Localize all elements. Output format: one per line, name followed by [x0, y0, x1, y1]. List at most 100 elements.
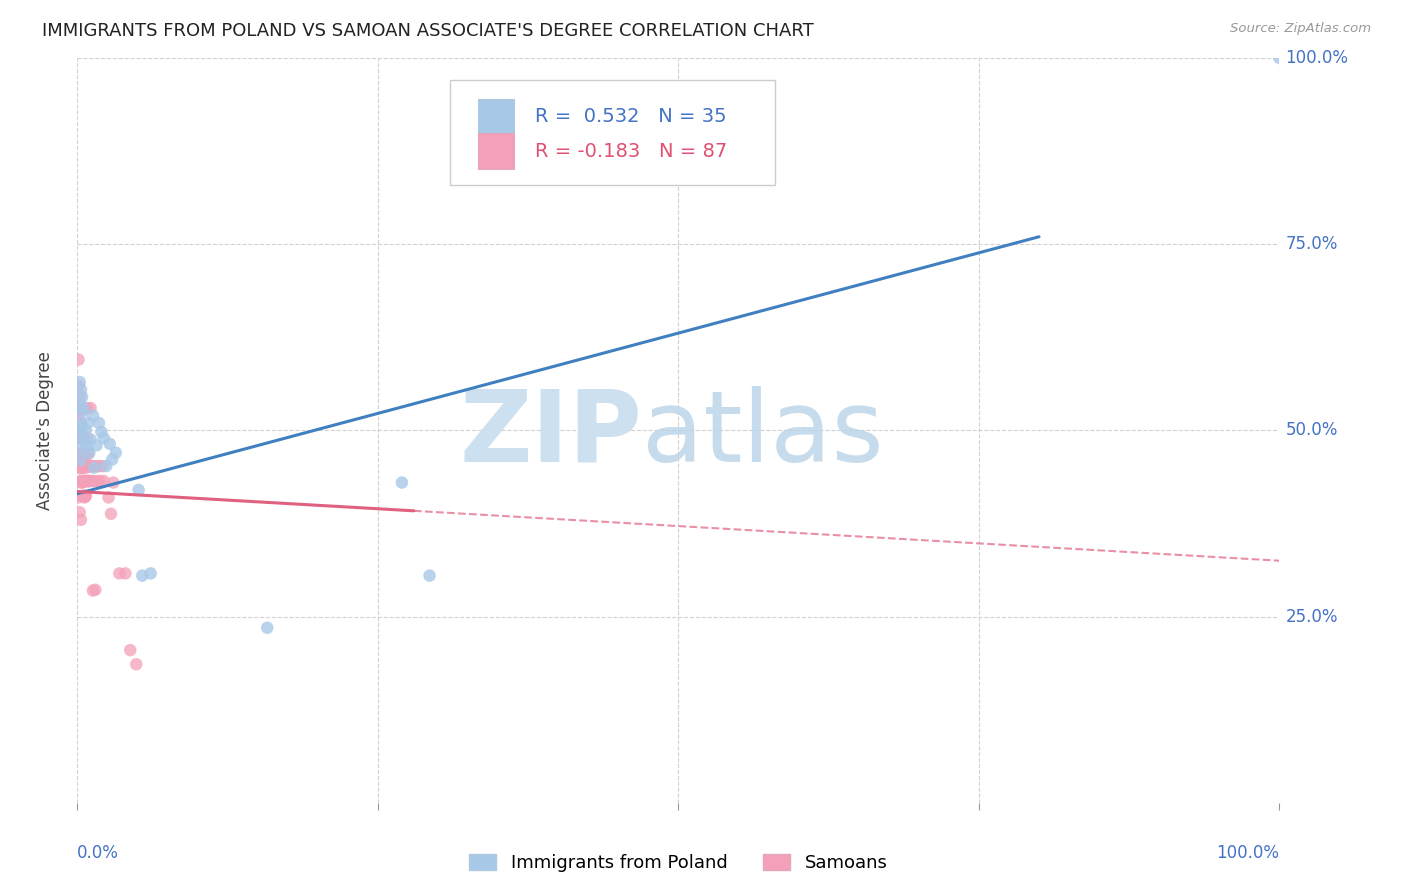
Point — [79, 474, 101, 488]
Point — [67, 352, 90, 367]
Text: R = -0.183   N = 87: R = -0.183 N = 87 — [536, 142, 727, 161]
Point — [76, 459, 98, 474]
Point — [73, 474, 96, 488]
Point — [120, 643, 142, 657]
Text: Source: ZipAtlas.com: Source: ZipAtlas.com — [1230, 22, 1371, 36]
Point — [72, 474, 94, 488]
Point — [101, 452, 124, 467]
Point — [70, 416, 93, 430]
Text: R =  0.532   N = 35: R = 0.532 N = 35 — [536, 107, 727, 127]
Point — [100, 507, 122, 521]
Point — [73, 489, 96, 503]
Point — [93, 474, 115, 488]
Point — [96, 459, 118, 474]
Point — [131, 568, 153, 582]
Point — [79, 459, 101, 474]
Point — [86, 438, 108, 452]
Point — [70, 475, 93, 490]
Text: 75.0%: 75.0% — [1285, 235, 1339, 253]
Point — [75, 474, 97, 488]
Point — [82, 409, 104, 423]
Point — [67, 378, 90, 392]
Point — [84, 582, 107, 597]
Point — [419, 568, 441, 582]
Point — [75, 489, 97, 503]
Point — [70, 442, 93, 456]
Point — [70, 447, 93, 461]
Point — [70, 433, 93, 447]
Point — [93, 431, 115, 445]
Point — [104, 446, 127, 460]
Point — [69, 397, 91, 411]
Point — [79, 433, 101, 447]
Point — [82, 459, 104, 474]
Point — [70, 424, 93, 438]
Point — [70, 474, 93, 488]
Point — [72, 401, 94, 415]
Point — [87, 474, 110, 488]
Point — [75, 474, 97, 488]
Point — [75, 460, 97, 475]
Text: 100.0%: 100.0% — [1285, 49, 1348, 67]
Point — [72, 460, 94, 475]
Point — [70, 402, 93, 417]
Point — [77, 474, 100, 488]
Point — [70, 446, 93, 460]
Point — [76, 440, 98, 454]
Legend: Immigrants from Poland, Samoans: Immigrants from Poland, Samoans — [461, 847, 896, 880]
Point — [69, 505, 91, 519]
Point — [90, 425, 112, 439]
Point — [103, 475, 125, 490]
Point — [69, 447, 91, 461]
Point — [77, 474, 100, 488]
Point — [391, 475, 413, 490]
Point — [114, 566, 136, 581]
Point — [97, 491, 120, 505]
Text: 25.0%: 25.0% — [1285, 607, 1339, 625]
Point — [75, 447, 97, 461]
Point — [79, 401, 101, 415]
Text: atlas: atlas — [643, 385, 884, 483]
Point — [72, 489, 94, 503]
Point — [79, 474, 101, 488]
Point — [70, 460, 93, 475]
Point — [70, 390, 93, 404]
Point — [76, 474, 98, 488]
Point — [70, 419, 93, 434]
Point — [73, 474, 96, 488]
Point — [77, 416, 100, 430]
Text: IMMIGRANTS FROM POLAND VS SAMOAN ASSOCIATE'S DEGREE CORRELATION CHART: IMMIGRANTS FROM POLAND VS SAMOAN ASSOCIA… — [42, 22, 814, 40]
Point — [69, 419, 91, 434]
Point — [70, 474, 93, 488]
Point — [72, 446, 94, 460]
Point — [139, 566, 162, 581]
Point — [70, 459, 93, 474]
Point — [76, 459, 98, 474]
Point — [76, 431, 98, 445]
Point — [256, 621, 278, 635]
Point — [69, 431, 91, 445]
Text: 50.0%: 50.0% — [1285, 421, 1339, 440]
Point — [67, 409, 90, 423]
Point — [75, 489, 97, 503]
Point — [70, 431, 93, 445]
Point — [75, 424, 97, 438]
Point — [70, 513, 93, 527]
Point — [83, 474, 105, 488]
Point — [73, 447, 96, 461]
Point — [73, 459, 96, 474]
Point — [87, 459, 110, 474]
Point — [83, 460, 105, 475]
Point — [82, 583, 104, 598]
Point — [70, 447, 93, 461]
Point — [82, 474, 104, 488]
Point — [70, 475, 93, 490]
Point — [91, 459, 114, 474]
Point — [69, 375, 91, 389]
Point — [70, 402, 93, 417]
Point — [79, 474, 101, 488]
Point — [69, 401, 91, 415]
Point — [70, 453, 93, 467]
Point — [67, 491, 90, 505]
Point — [79, 459, 101, 474]
